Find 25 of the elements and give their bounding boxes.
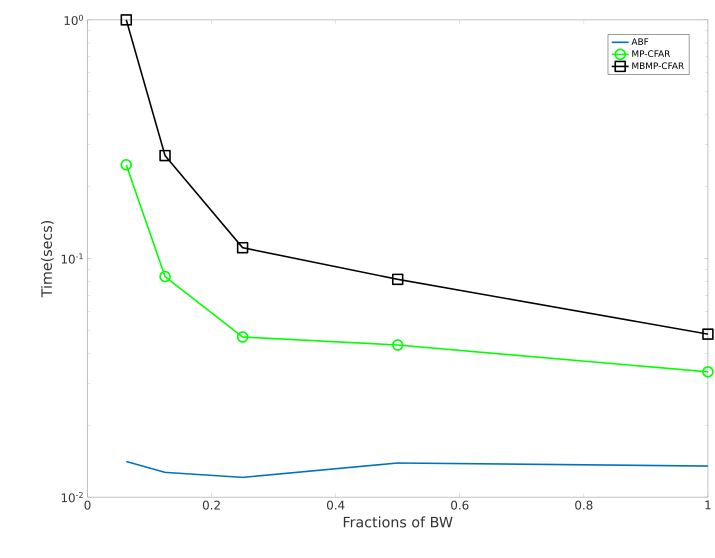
x-tick-label: 0.6 <box>451 500 468 510</box>
legend-label: ABF <box>632 38 648 45</box>
point <box>159 270 171 282</box>
y-tick-label: 10$^{0}$ <box>64 14 83 26</box>
point <box>392 274 404 286</box>
point <box>392 339 404 351</box>
point <box>159 150 171 162</box>
x-axis-title: Fractions of BW <box>344 516 453 528</box>
x-tick-label: 0 <box>84 500 90 510</box>
legend-label: MBMP-CFAR <box>632 62 684 70</box>
point <box>120 159 132 171</box>
x-tick-label: 1 <box>705 500 711 510</box>
point <box>702 328 714 340</box>
point <box>236 242 248 254</box>
y-tick-label: 10$^{-1}$ <box>62 253 83 264</box>
x-tick-label: 0.4 <box>326 500 344 510</box>
y-tick-label: 10$^{-2}$ <box>62 492 83 502</box>
x-tick-label: 0.2 <box>202 500 220 510</box>
point <box>702 366 714 378</box>
legend-label: MP-CFAR <box>632 50 670 58</box>
x-tick-label: 0.8 <box>575 500 592 510</box>
point <box>120 14 132 26</box>
y-axis-title: Time(secs) <box>40 221 54 298</box>
line-series <box>125 460 709 478</box>
point <box>236 331 248 343</box>
